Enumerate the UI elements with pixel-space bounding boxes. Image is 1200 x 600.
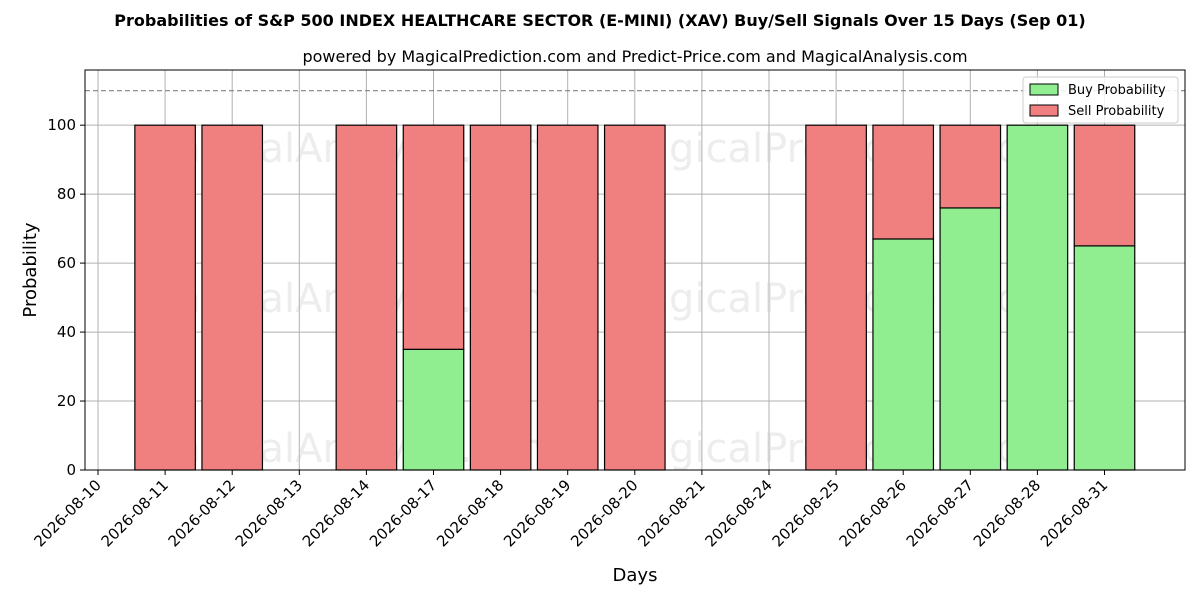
y-tick-label: 80 — [57, 185, 76, 203]
sell-bar — [469, 124, 532, 471]
sell-bar — [1073, 124, 1136, 247]
y-tick-label: 40 — [57, 323, 76, 341]
y-tick-label: 20 — [57, 392, 76, 410]
legend-box — [1022, 76, 1179, 124]
sell-bar — [872, 124, 935, 240]
sell-bar — [536, 124, 599, 471]
buy-bar — [939, 207, 1002, 471]
legend-swatch — [1029, 83, 1059, 96]
legend-swatch — [1029, 104, 1059, 117]
x-axis-label: Days — [613, 565, 658, 586]
buy-bar — [872, 238, 935, 471]
chart-subtitle: powered by MagicalPrediction.com and Pre… — [302, 47, 967, 66]
legend-label: Sell Probability — [1068, 104, 1165, 119]
sell-bar — [402, 124, 465, 350]
buy-bar — [402, 348, 465, 471]
sell-bar — [939, 124, 1002, 209]
buy-bar — [1073, 245, 1136, 471]
sell-bar — [134, 124, 196, 471]
sell-bar — [335, 124, 398, 471]
legend-label: Buy Probability — [1068, 83, 1166, 98]
y-tick-label: 60 — [57, 254, 76, 272]
legend: Buy Probability Sell Probability — [1022, 76, 1179, 124]
y-tick-label: 0 — [66, 461, 76, 479]
buy-bar — [1006, 124, 1069, 471]
sell-bar — [805, 124, 867, 471]
chart-title: Probabilities of S&P 500 INDEX HEALTHCAR… — [114, 11, 1085, 30]
sell-bar — [201, 124, 264, 471]
sell-bar — [603, 124, 666, 471]
y-axis-label: Probability — [20, 222, 41, 317]
y-tick-label: 100 — [47, 116, 76, 134]
